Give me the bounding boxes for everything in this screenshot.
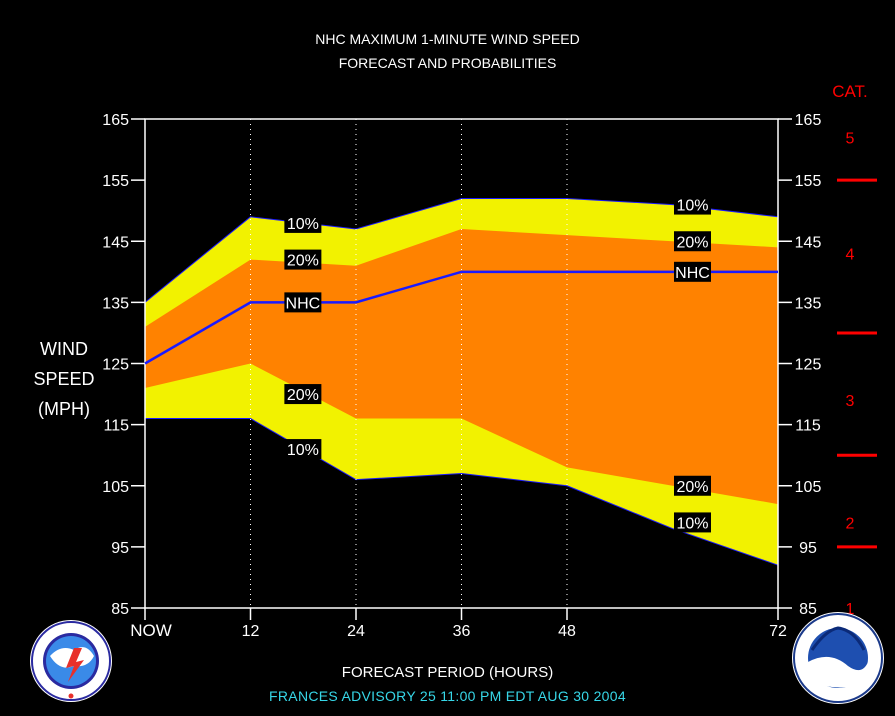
- annotation-label: 10%: [287, 216, 319, 233]
- annotation-box: [284, 292, 322, 313]
- annotation-label: 10%: [287, 442, 319, 459]
- y-tick-label-right: 85: [799, 601, 817, 618]
- annotation-box: [674, 512, 711, 533]
- y-tick-label-right: 165: [795, 112, 822, 129]
- y-tick-label-left: 125: [102, 357, 129, 374]
- category-label: 1: [846, 601, 855, 618]
- y-axis-label-line: SPEED: [33, 369, 95, 389]
- annotation-label: 20%: [676, 234, 708, 251]
- nhc-forecast-line: [144, 270, 778, 365]
- annotation-box: [674, 194, 711, 215]
- annotation-label: 10%: [676, 515, 708, 532]
- y-tick-label-left: 165: [102, 112, 129, 129]
- annotation-box: [674, 231, 711, 252]
- annotation-label: NHC: [286, 295, 321, 312]
- category-scale: CAT. 5 4 3 2 1: [832, 82, 877, 618]
- annotation-box: [284, 384, 322, 405]
- y-tick-label-right: 105: [795, 479, 822, 496]
- x-tick-label: 36: [453, 623, 471, 640]
- y-tick-label-right: 135: [795, 295, 822, 312]
- noaa-logo: [790, 610, 886, 711]
- y-axis-label-line: (MPH): [38, 399, 90, 419]
- nhc-line: [144, 270, 778, 365]
- chart-title-line2: FORECAST AND PROBABILITIES: [338, 55, 557, 71]
- annotation-box: [674, 475, 711, 496]
- y-tick-label-right: 145: [795, 234, 822, 251]
- category-title: CAT.: [832, 82, 868, 101]
- band-10pct-lower-edge: [145, 418, 779, 566]
- y-tick-label-right: 95: [799, 540, 817, 557]
- x-tick-label: 72: [769, 623, 787, 640]
- y-tick-label-right: 125: [795, 357, 822, 374]
- band-annotations: 10% 20% NHC 20% 10% 10% 20% NHC 20% 10%: [284, 194, 711, 533]
- x-tick-label: 12: [242, 623, 260, 640]
- annotation-label: 20%: [287, 387, 319, 404]
- y-tick-label-left: 115: [103, 418, 129, 435]
- y-tick-label-left: 155: [102, 173, 129, 190]
- category-label: 4: [846, 246, 855, 263]
- advisory-text: FRANCES ADVISORY 25 11:00 PM EDT AUG 30 …: [269, 688, 626, 704]
- annotation-box: [674, 261, 711, 282]
- y-tick-label-left: 145: [102, 234, 129, 251]
- y-tick-label-left: 95: [111, 540, 129, 557]
- category-label: 3: [846, 393, 855, 410]
- annotation-box: [284, 212, 322, 233]
- probability-bands: [144, 197, 779, 566]
- y-tick-label-right: 155: [795, 173, 822, 190]
- nws-logo: [28, 618, 114, 709]
- category-label: 5: [846, 130, 855, 147]
- y-tick-label-left: 85: [111, 601, 129, 618]
- axis-ticks: 85 85 95 95 105 105 115 115 125 125 135 135 145 145 15…: [102, 112, 821, 640]
- x-axis-label: FORECAST PERIOD (HOURS): [341, 664, 554, 681]
- category-label: 2: [846, 515, 855, 532]
- band-10pct-upper-edge: [144, 197, 779, 303]
- annotation-label: 20%: [287, 253, 319, 270]
- annotation-label: NHC: [675, 265, 710, 282]
- x-tick-label: 24: [347, 623, 365, 640]
- x-tick-label: 48: [558, 623, 576, 640]
- annotation-label: 10%: [676, 198, 708, 215]
- annotation-label: 20%: [676, 479, 708, 496]
- annotation-box: [284, 439, 322, 460]
- y-tick-label-left: 135: [102, 295, 129, 312]
- chart-title-line1: NHC MAXIMUM 1-MINUTE WIND SPEED: [315, 31, 580, 47]
- y-tick-label-left: 105: [102, 479, 129, 496]
- x-tick-label: NOW: [130, 621, 172, 640]
- annotation-box: [284, 249, 322, 270]
- y-tick-label-right: 115: [795, 418, 821, 435]
- y-axis-label-line: WIND: [40, 339, 88, 359]
